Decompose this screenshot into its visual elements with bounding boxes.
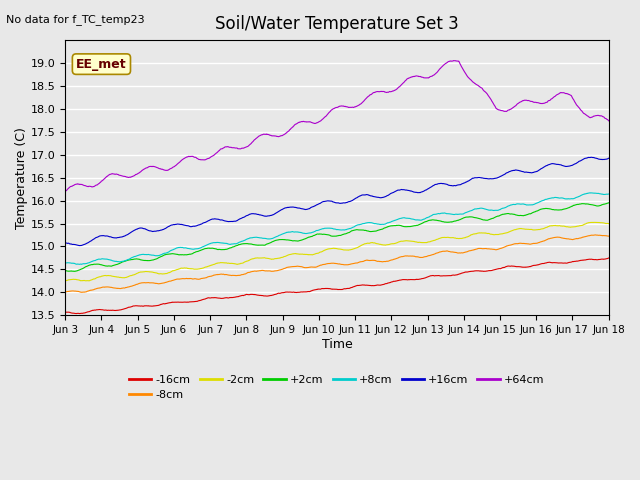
+2cm <box>493 214 500 219</box>
-16cm <box>182 299 190 305</box>
-2cm <box>61 278 69 284</box>
Line: -8cm: -8cm <box>65 235 609 292</box>
+2cm <box>605 200 612 206</box>
-2cm <box>243 258 251 264</box>
+2cm <box>182 252 190 258</box>
+16cm <box>588 155 595 160</box>
-2cm <box>540 226 548 231</box>
-8cm <box>591 232 599 238</box>
+16cm <box>182 223 190 228</box>
+64cm <box>541 100 548 106</box>
X-axis label: Time: Time <box>321 338 352 351</box>
+16cm <box>243 213 251 218</box>
Line: +64cm: +64cm <box>65 60 609 192</box>
-8cm <box>78 289 86 295</box>
-8cm <box>182 276 190 281</box>
+8cm <box>422 216 429 221</box>
+8cm <box>170 247 177 252</box>
-16cm <box>422 275 429 281</box>
+64cm <box>421 75 429 81</box>
+8cm <box>243 236 251 242</box>
-8cm <box>605 233 612 239</box>
Legend: -16cm, -8cm, -2cm, +2cm, +8cm, +16cm, +64cm: -16cm, -8cm, -2cm, +2cm, +8cm, +16cm, +6… <box>125 371 549 405</box>
Line: -2cm: -2cm <box>65 222 609 281</box>
+8cm <box>182 245 190 251</box>
+2cm <box>541 206 548 212</box>
+64cm <box>605 118 612 124</box>
-16cm <box>605 255 612 261</box>
+16cm <box>76 243 83 249</box>
Line: +8cm: +8cm <box>65 193 609 264</box>
-16cm <box>243 292 251 298</box>
-8cm <box>422 254 429 260</box>
Title: Soil/Water Temperature Set 3: Soil/Water Temperature Set 3 <box>215 15 459 33</box>
+2cm <box>170 251 177 257</box>
-8cm <box>243 270 251 276</box>
-16cm <box>170 300 177 305</box>
-16cm <box>493 266 500 272</box>
+16cm <box>61 240 69 246</box>
+64cm <box>243 144 251 150</box>
-8cm <box>170 277 177 283</box>
-2cm <box>182 265 190 271</box>
-2cm <box>169 268 177 274</box>
+16cm <box>170 222 177 228</box>
-8cm <box>493 247 500 252</box>
-8cm <box>61 289 69 295</box>
+16cm <box>422 187 429 193</box>
+8cm <box>586 190 594 196</box>
+8cm <box>493 207 500 213</box>
-16cm <box>76 311 83 316</box>
+16cm <box>493 175 500 181</box>
Line: -16cm: -16cm <box>65 258 609 313</box>
+16cm <box>541 164 548 169</box>
+64cm <box>493 106 500 111</box>
+64cm <box>182 155 190 160</box>
-16cm <box>541 261 548 266</box>
+64cm <box>449 58 457 63</box>
+2cm <box>422 219 429 225</box>
+8cm <box>541 197 548 203</box>
-2cm <box>593 219 600 225</box>
Text: No data for f_TC_temp23: No data for f_TC_temp23 <box>6 14 145 25</box>
-8cm <box>541 238 548 244</box>
-2cm <box>605 221 612 227</box>
+2cm <box>70 268 78 274</box>
+8cm <box>61 260 69 266</box>
-16cm <box>61 310 69 315</box>
-2cm <box>421 240 429 246</box>
-2cm <box>492 231 500 237</box>
+8cm <box>76 262 83 267</box>
+64cm <box>169 165 177 170</box>
+64cm <box>61 189 69 194</box>
+16cm <box>605 156 612 161</box>
Text: EE_met: EE_met <box>76 58 127 71</box>
Line: +16cm: +16cm <box>65 157 609 246</box>
+8cm <box>605 191 612 197</box>
+2cm <box>243 240 251 246</box>
Line: +2cm: +2cm <box>65 203 609 271</box>
+2cm <box>61 267 69 273</box>
Y-axis label: Temperature (C): Temperature (C) <box>15 127 28 228</box>
